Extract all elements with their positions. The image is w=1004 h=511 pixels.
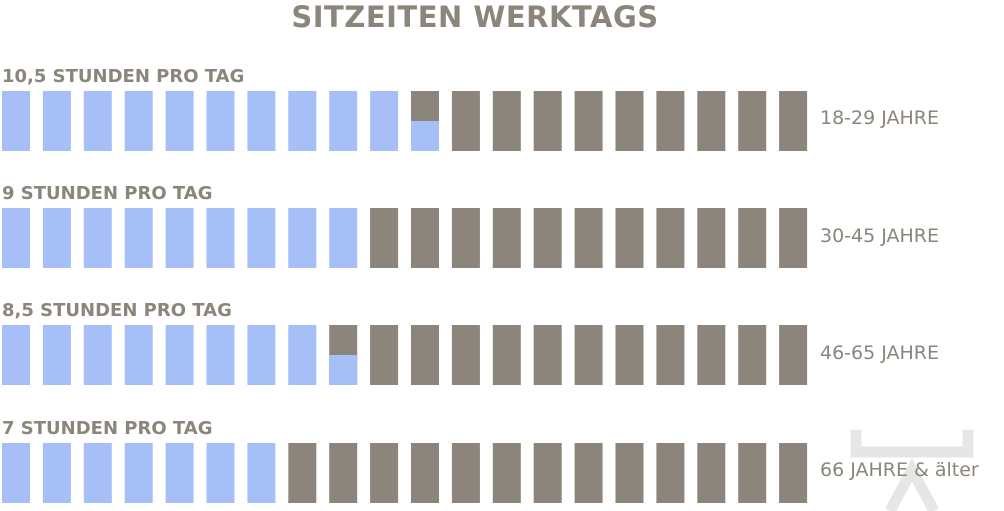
unit-bar-row4-8 [288,443,317,503]
unit-bar-row4-12 [451,443,480,503]
age-label-30-45: 30-45 JAHRE [820,225,940,247]
age-label-46-65: 46-65 JAHRE [820,342,940,364]
unit-bar-row4-17 [656,443,685,503]
unit-bar-row3-6 [206,325,235,385]
unit-bar-row1-8 [288,91,317,151]
unit-bar-row3-8 [288,325,317,385]
age-label-18-29: 18-29 JAHRE [820,107,940,129]
age-label-66-plus: 66 JAHRE & älter [820,459,979,481]
unit-bar-row3-10 [370,325,399,385]
unit-bar-row3-14 [533,325,562,385]
unit-bar-row2-1 [2,208,30,268]
unit-bar-row2-14 [533,208,562,268]
row-label-30-45: 9 STUNDEN PRO TAG [2,183,213,204]
row-label-46-65: 8,5 STUNDEN PRO TAG [2,300,232,321]
unit-bar-row1-17 [656,91,685,151]
unit-bar-row3-20 [779,325,808,385]
unit-bar-row2-12 [451,208,480,268]
unit-bar-row4-4 [124,443,153,503]
unit-bar-row3-7 [247,325,276,385]
unit-bar-row1-6 [206,91,235,151]
unit-bar-row1-18 [697,91,726,151]
unit-bar-row3-5 [165,325,194,385]
unit-bar-row4-20 [779,443,808,503]
unit-bar-row3-2 [42,325,71,385]
unit-bar-row1-14 [533,91,562,151]
unit-bar-row1-3 [83,91,112,151]
watermark-logo-icon [850,430,974,511]
unit-bar-row1-13 [492,91,521,151]
unit-bar-row4-6 [206,443,235,503]
chart-title: SITZEITEN WERKTAGS [291,0,659,34]
unit-bar-row2-8 [288,208,317,268]
unit-bar-row2-7 [247,208,276,268]
unit-bar-row3-13 [492,325,521,385]
unit-bar-row2-9 [329,208,358,268]
unit-bar-row2-4 [124,208,153,268]
unit-bar-row3-4 [124,325,153,385]
unit-bar-row1-2 [42,91,71,151]
unit-bar-row3-11 [411,325,439,385]
unit-bar-row2-18 [697,208,726,268]
unit-bar-row3-15 [574,325,603,385]
unit-bar-row1-19 [738,91,767,151]
unit-bar-row4-14 [533,443,562,503]
unit-bar-row4-5 [165,443,194,503]
unit-bar-row1-12 [451,91,480,151]
unit-bar-row4-10 [370,443,399,503]
unit-bar-row3-16 [615,325,644,385]
unit-bar-row3-12 [451,325,480,385]
unit-bar-row3-9 [329,325,358,385]
unit-bar-row4-16 [615,443,644,503]
unit-bar-row2-13 [492,208,521,268]
unit-bar-row4-3 [83,443,112,503]
unit-bar-row1-20 [779,91,808,151]
unit-bar-row3-17 [656,325,685,385]
unit-bar-row2-5 [165,208,194,268]
unit-bar-row1-15 [574,91,603,151]
unit-bar-row4-1 [2,443,30,503]
unit-bar-row1-16 [615,91,644,151]
unit-bar-row3-18 [697,325,726,385]
unit-bar-row4-13 [492,443,521,503]
unit-bar-row4-9 [329,443,358,503]
unit-bar-row1-5 [165,91,194,151]
row-label-18-29: 10,5 STUNDEN PRO TAG [2,66,245,87]
unit-bar-row4-7 [247,443,276,503]
unit-bar-row2-17 [656,208,685,268]
row-label-66-plus: 7 STUNDEN PRO TAG [2,418,213,439]
unit-bar-row3-3 [83,325,112,385]
unit-bar-row1-4 [124,91,153,151]
unit-bar-row2-15 [574,208,603,268]
unit-bar-row2-6 [206,208,235,268]
unit-bar-row1-7 [247,91,276,151]
unit-bar-row2-16 [615,208,644,268]
unit-bar-row2-10 [370,208,399,268]
unit-bar-row1-1 [2,91,30,151]
unit-bar-row4-15 [574,443,603,503]
unit-bar-row1-10 [370,91,399,151]
unit-bar-row2-20 [779,208,808,268]
unit-bar-row2-3 [83,208,112,268]
unit-bar-row4-2 [42,443,71,503]
unit-bar-row1-9 [329,91,358,151]
unit-bar-row4-19 [738,443,767,503]
unit-bar-row4-18 [697,443,726,503]
unit-bar-row2-11 [411,208,439,268]
unit-bar-row2-19 [738,208,767,268]
unit-bar-row1-11 [411,91,439,151]
unit-bar-row4-11 [411,443,439,503]
unit-bar-row3-19 [738,325,767,385]
unit-bar-row3-1 [2,325,30,385]
unit-bar-row2-2 [42,208,71,268]
